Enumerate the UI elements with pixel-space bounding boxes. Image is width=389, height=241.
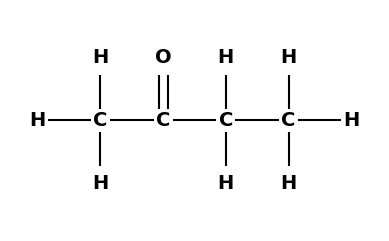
Text: H: H — [218, 48, 234, 67]
Text: C: C — [156, 111, 170, 130]
Text: H: H — [280, 174, 297, 193]
Text: C: C — [281, 111, 296, 130]
Text: H: H — [343, 111, 359, 130]
Text: H: H — [92, 48, 109, 67]
Text: H: H — [280, 48, 297, 67]
Text: H: H — [218, 174, 234, 193]
Text: C: C — [93, 111, 108, 130]
Text: O: O — [155, 48, 172, 67]
Text: H: H — [92, 174, 109, 193]
Text: H: H — [30, 111, 46, 130]
Text: C: C — [219, 111, 233, 130]
